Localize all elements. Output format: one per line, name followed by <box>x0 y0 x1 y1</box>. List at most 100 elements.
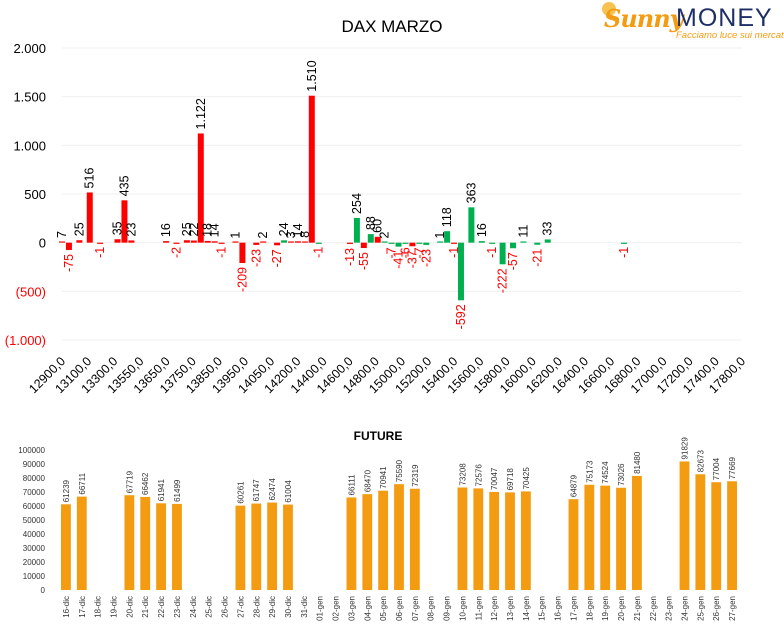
strike-bar <box>395 242 402 247</box>
future-x-tick-label: 18-gen <box>585 596 594 621</box>
future-y-tick-label: 70000 <box>23 488 46 497</box>
future-y-tick-label: 40000 <box>23 530 46 539</box>
y-tick-label: 1.500 <box>13 90 46 105</box>
strike-bar <box>468 207 475 243</box>
future-data-label: 77004 <box>712 457 721 480</box>
data-label: 22 <box>187 223 201 237</box>
logo-money-text: MONEY <box>676 4 773 32</box>
future-y-tick-label: 60000 <box>23 502 46 511</box>
strike-bar <box>621 242 628 244</box>
data-label: -55 <box>357 252 371 270</box>
strike-bar <box>520 241 527 243</box>
future-data-label: 66111 <box>347 474 356 496</box>
strike-bar <box>489 242 496 244</box>
strike-bar <box>402 242 409 244</box>
strike-bar <box>478 241 485 243</box>
future-x-tick-label: 26-dic <box>221 596 230 618</box>
future-x-tick-label: 01-gen <box>316 596 325 621</box>
y-tick-label: 0 <box>39 236 46 251</box>
future-x-tick-label: 18-dic <box>94 596 103 618</box>
strike-bar <box>114 239 121 243</box>
strike-bar <box>232 241 239 243</box>
bars <box>59 95 628 301</box>
future-bar <box>251 503 262 590</box>
strike-bar <box>360 242 367 249</box>
future-x-tick-label: 24-dic <box>189 596 198 618</box>
future-bar <box>520 491 531 590</box>
data-label: 1.510 <box>305 60 319 91</box>
data-label: -209 <box>235 267 249 292</box>
x-axis-ticks: 12900,013100,013300,013550,013650,013750… <box>26 354 748 396</box>
future-x-tick-label: 23-dic <box>173 596 182 618</box>
strike-bar <box>346 242 353 244</box>
future-y-tick-label: 100000 <box>18 446 45 455</box>
future-data-label: 75173 <box>585 460 594 483</box>
future-x-tick-label: 31-dic <box>300 596 309 618</box>
data-label: 14 <box>291 223 305 237</box>
data-label: -6 <box>398 247 412 258</box>
strike-bar <box>451 242 458 244</box>
logo-tagline: Facciamo luce sui mercati <box>676 30 784 41</box>
y-tick-label: (1.000) <box>5 333 46 348</box>
strike-bar <box>367 234 374 243</box>
future-bar <box>76 496 87 590</box>
data-label: 516 <box>83 168 97 189</box>
future-y-tick-label: 20000 <box>23 558 46 567</box>
data-label: 1 <box>228 232 242 239</box>
future-data-label: 75590 <box>395 459 404 482</box>
strike-bar <box>437 241 444 243</box>
data-label: -1 <box>447 247 461 258</box>
future-y-axis-ticks: 1000009000080000700006000050000400003000… <box>18 446 45 595</box>
dax-marzo-chart: DAX MARZO 2.000 1.500 1.000 500 0 (500) (1.000… <box>5 17 748 396</box>
future-x-tick-label: 29-dic <box>268 596 277 618</box>
future-bar <box>505 492 515 590</box>
strike-bar <box>499 242 506 265</box>
data-label: -23 <box>249 249 263 267</box>
future-data-label: 66462 <box>141 472 150 495</box>
future-y-tick-label: 0 <box>41 586 46 595</box>
data-label: 8 <box>298 231 312 238</box>
future-x-tick-label: 13-gen <box>506 596 515 621</box>
future-data-label: 60261 <box>236 481 245 504</box>
data-label: 88 <box>364 216 378 230</box>
future-bar <box>124 495 135 590</box>
strike-bar <box>381 241 388 243</box>
data-label: 11 <box>516 225 530 238</box>
data-label: 118 <box>440 207 454 227</box>
future-x-tick-label: 20-gen <box>617 596 626 621</box>
future-x-tick-label: 12-gen <box>490 596 499 621</box>
future-x-tick-label: 19-gen <box>601 596 610 621</box>
data-label: -75 <box>62 254 76 272</box>
future-x-tick-label: 19-dic <box>110 596 119 618</box>
future-bar <box>61 504 71 590</box>
strike-bar <box>294 241 301 243</box>
strike-bar <box>510 242 517 249</box>
strike-bar <box>197 133 204 243</box>
data-label: 363 <box>464 182 478 203</box>
future-x-tick-label: 10-gen <box>458 596 467 621</box>
y-tick-label: 1.000 <box>13 138 46 153</box>
future-bar <box>378 490 389 590</box>
strike-bar <box>544 239 551 243</box>
data-label: -1 <box>93 247 107 258</box>
gridlines <box>62 47 742 341</box>
strike-bar <box>444 231 451 243</box>
future-x-tick-label: 24-gen <box>680 596 689 621</box>
y-axis-ticks: 2.000 1.500 1.000 500 0 (500) (1.000) <box>5 41 46 348</box>
strike-bar <box>423 242 430 245</box>
data-label: -7 <box>412 247 426 258</box>
future-x-tick-label: 08-gen <box>427 596 436 621</box>
future-data-label: 82673 <box>696 449 705 472</box>
future-data-label: 66711 <box>78 472 87 494</box>
future-bar <box>140 496 151 590</box>
future-data-label: 67719 <box>125 470 134 493</box>
future-x-tick-label: 03-gen <box>347 596 356 621</box>
future-data-label: 77669 <box>728 456 737 479</box>
future-data-label: 73026 <box>617 463 626 486</box>
future-x-tick-label: 16-gen <box>554 596 563 621</box>
strike-bar <box>274 242 281 246</box>
future-x-tick-label: 27-gen <box>728 596 737 621</box>
strike-bar <box>374 236 381 243</box>
data-label: -13 <box>343 248 357 266</box>
